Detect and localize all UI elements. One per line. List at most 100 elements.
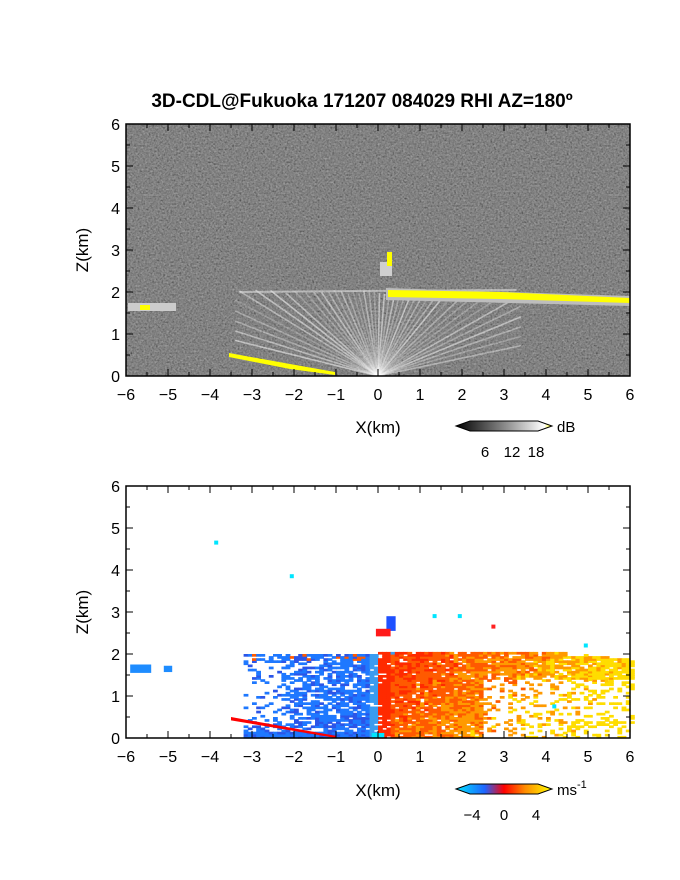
velocity-pixel [424,719,429,722]
velocity-pixel [331,691,337,695]
velocity-pixel [352,702,358,705]
velocity-pixel [609,721,614,724]
velocity-pixel [504,679,509,682]
velocity-pixel [415,654,421,657]
fan-ray [234,320,379,377]
velocity-pixel [432,696,438,699]
velocity-pixel [571,656,576,659]
velocity-pixel [445,708,450,712]
velocity-pixel [281,672,287,676]
velocity-pixel [512,691,518,695]
velocity-pixel [327,708,333,712]
velocity-pixel [470,714,476,718]
velocity-pixel [411,721,417,724]
velocity-pixel [403,691,408,695]
velocity-pixel [420,693,425,697]
velocity-pixel [449,693,455,697]
velocity-pixel [441,656,446,659]
velocity-pixel [294,687,299,691]
velocity-pixel [331,706,337,710]
velocity-pixel [357,702,362,705]
velocity-pixel [365,660,371,663]
velocity-pixel [508,693,513,697]
velocity-pixel [453,677,459,680]
velocity-pixel [483,675,488,678]
velocity-pixel [361,660,366,663]
velocity-pixel [357,704,362,708]
velocity-pixel [613,664,618,668]
velocity-pixel [441,660,446,663]
velocity-speck [457,614,462,619]
velocity-pixel [499,651,505,655]
velocity-pixel [470,704,476,708]
velocity-pixel [478,710,484,714]
velocity-pixel [281,693,287,697]
x-tick-label: −4 [201,387,219,404]
velocity-pixel [441,651,446,655]
velocity-pixel [457,710,463,714]
velocity-pixel [310,683,316,687]
velocity-pixel [449,666,455,670]
velocity-pixel [550,691,555,695]
velocity-pixel [378,658,383,661]
velocity-pixel [411,731,417,735]
velocity-pixel [382,712,387,716]
velocity-pixel [403,712,408,716]
velocity-pixel [386,660,392,663]
velocity-pixel [550,670,555,674]
velocity-pixel [470,712,476,716]
velocity-pixel [512,675,518,678]
colorbar-unit: ms-1 [557,779,587,799]
velocity-pixel [600,712,606,716]
velocity-pixel [340,731,345,735]
velocity-pixel [432,689,438,693]
velocity-pixel [420,731,425,735]
fan-ray [377,290,480,377]
velocity-pixel [424,723,429,726]
velocity-pixel [592,660,597,663]
velocity-pixel [512,731,518,735]
velocity-pixel [462,731,467,735]
velocity-pixel [525,710,530,714]
velocity-pixel [411,656,417,659]
velocity-pixel [411,727,417,731]
velocity-pixel [512,698,518,701]
velocity-pixel [294,710,299,714]
velocity-pixel [424,662,429,666]
velocity-pixel [315,710,320,714]
velocity-pixel [407,727,413,731]
velocity-pixel [327,658,333,661]
velocity-pixel [575,675,581,678]
velocity-pixel [462,685,467,689]
velocity-pixel [394,700,400,703]
velocity-pixel [373,689,379,693]
velocity-pixel [361,693,366,697]
velocity-pixel [533,656,539,659]
velocity-pixel [306,660,312,663]
velocity-pixel [285,704,291,708]
velocity-pixel [428,691,434,695]
velocity-pixel [386,670,392,674]
velocity-pixel [264,660,270,663]
velocity-pixel [487,666,492,670]
velocity-pixel [386,677,392,680]
velocity-pixel [323,708,329,712]
velocity-pixel [474,710,480,714]
velocity-pixel [403,721,408,724]
velocity-pixel [268,675,274,678]
velocity-pixel [390,691,396,695]
velocity-pixel [407,670,413,674]
velocity-pixel [306,702,312,705]
velocity-pixel [470,731,476,735]
velocity-pixel [415,662,421,666]
velocity-pixel [478,721,484,724]
velocity-pixel [319,731,324,735]
velocity-pixel [294,708,299,712]
velocity-pixel [625,702,631,705]
velocity-pixel [298,700,303,703]
velocity-pixel [562,660,568,663]
velocity-pixel [575,706,581,710]
velocity-pixel [600,660,606,663]
velocity-pixel [352,700,358,703]
velocity-pixel [541,660,547,663]
